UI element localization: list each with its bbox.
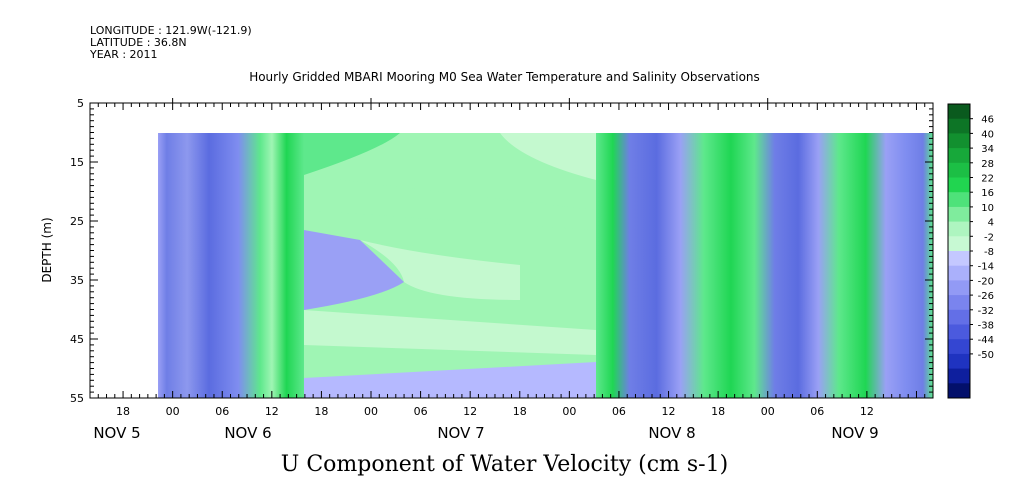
y-tick-label: 5 (77, 97, 84, 110)
colorbar-band (948, 265, 970, 281)
heatmap-band-nov8-9 (596, 133, 933, 398)
y-axis: 5 15 25 35 45 55 (70, 97, 933, 405)
x-tick-label: 00 (761, 405, 775, 418)
colorbar-band (948, 339, 970, 355)
x-tick-label: 12 (265, 405, 279, 418)
x-day-label: NOV 9 (831, 424, 878, 442)
colorbar-label: -38 (978, 321, 994, 332)
x-day-label: NOV 8 (648, 424, 695, 442)
colorbar-label: -50 (978, 350, 994, 361)
x-tick-label: 06 (810, 405, 824, 418)
heatmap-region-top-strong (304, 133, 400, 175)
chart-title: Hourly Gridded MBARI Mooring M0 Sea Wate… (249, 70, 760, 84)
colorbar: 46 40 34 28 22 16 10 4 -2 -8 -14 -20 -26 -32 -38 -44 -50 (947, 103, 994, 399)
x-day-label: NOV 5 (93, 424, 140, 442)
x-tick-label: 12 (860, 405, 874, 418)
y-tick-label: 55 (70, 392, 84, 405)
x-day-label: NOV 7 (437, 424, 484, 442)
colorbar-band (948, 295, 970, 311)
colorbar-label: 22 (981, 174, 994, 185)
colorbar-band (948, 206, 970, 223)
heatmap-region-pale (360, 240, 520, 300)
year-label: YEAR : 2011 (90, 48, 158, 61)
colorbar-label: 4 (988, 218, 994, 229)
colorbar-band (948, 148, 970, 164)
colorbar-label: 34 (981, 144, 994, 155)
colorbar-band (948, 177, 970, 193)
colorbar-band (948, 280, 970, 296)
colorbar-band (948, 236, 970, 252)
colorbar-band (948, 368, 970, 384)
colorbar-band (948, 192, 970, 208)
x-tick-label: 00 (364, 405, 378, 418)
chart-bottom-title: U Component of Water Velocity (cm s-1) (280, 452, 729, 477)
colorbar-label: -8 (984, 247, 994, 258)
colorbar-label: 46 (981, 115, 994, 126)
heatmap-region-bottom-neg (304, 362, 596, 398)
latitude-label: LATITUDE : 36.8N (90, 36, 187, 49)
heatmap-region-top-green (304, 133, 596, 180)
colorbar-band (948, 221, 970, 237)
heatmap-field (158, 133, 933, 398)
colorbar-label: -2 (984, 232, 994, 243)
x-tick-label: 18 (116, 405, 130, 418)
x-tick-label: 06 (612, 405, 626, 418)
colorbar-band (948, 118, 970, 134)
heatmap-region-neg-wedge (304, 230, 404, 310)
x-tick-label: 00 (166, 405, 180, 418)
y-tick-label: 35 (70, 274, 84, 287)
x-tick-label: 00 (562, 405, 576, 418)
colorbar-label: 28 (981, 159, 994, 170)
x-tick-label: 06 (414, 405, 428, 418)
colorbar-label: -20 (978, 276, 994, 287)
x-tick-label: 18 (314, 405, 328, 418)
heatmap-region-low-pale (304, 310, 596, 355)
y-tick-label: 15 (70, 156, 84, 169)
colorbar-band (948, 133, 970, 149)
y-tick-label: 25 (70, 215, 84, 228)
colorbar-label: -14 (978, 262, 994, 273)
x-axis: 18 00 06 12 18 00 06 12 18 00 06 12 18 00 06 12 NOV 5 NOV… (89, 98, 934, 442)
x-tick-label: 12 (662, 405, 676, 418)
colorbar-band (948, 309, 970, 325)
x-day-label: NOV 6 (224, 424, 271, 442)
colorbar-band (948, 383, 970, 399)
longitude-label: LONGITUDE : 121.9W(-121.9) (90, 24, 252, 37)
colorbar-label: -26 (978, 291, 994, 302)
x-tick-label: 12 (463, 405, 477, 418)
colorbar-label: -44 (978, 335, 994, 346)
x-tick-label: 06 (215, 405, 229, 418)
colorbar-band (948, 353, 970, 370)
colorbar-band (948, 162, 970, 178)
colorbar-label: 40 (981, 129, 994, 140)
colorbar-label: 16 (981, 188, 994, 199)
y-axis-label: DEPTH (m) (40, 217, 54, 282)
colorbar-band (948, 104, 970, 120)
x-tick-label: 18 (513, 405, 527, 418)
y-tick-label: 45 (70, 333, 84, 346)
heatmap-band-nov6 (158, 133, 304, 398)
colorbar-band (948, 251, 970, 267)
colorbar-label: -32 (978, 306, 994, 317)
colorbar-band (948, 324, 970, 340)
heatmap-region-upper-band (304, 175, 596, 230)
x-tick-label: 18 (711, 405, 725, 418)
colorbar-label: 10 (981, 203, 994, 214)
